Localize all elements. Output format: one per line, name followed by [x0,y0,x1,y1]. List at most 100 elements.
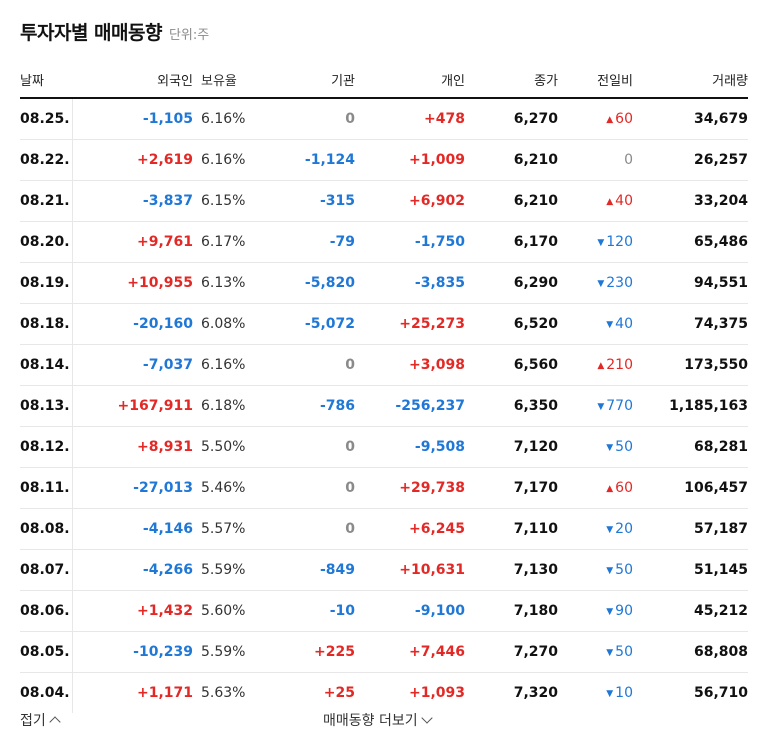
cell-date: 08.13. [20,385,73,427]
cell-close: 7,130 [465,549,558,591]
table-row: 08.11. -27,013 5.46% 0 +29,738 7,170 ▲ 60 106,45… [20,467,748,509]
cell-institution: +225 [259,631,355,673]
fold-button[interactable]: 접기 [20,710,61,730]
cell-close: 6,520 [465,303,558,345]
cell-institution: 0 [259,467,355,509]
triangle-down-icon: ▼ [606,525,614,535]
cell-change: ▼ 230 [558,262,633,304]
cell-change: ▼ 20 [558,508,633,550]
cell-individual: +3,098 [355,344,465,386]
more-label: 매매동향 더보기 [323,713,418,729]
cell-holding: 5.59% [193,631,259,673]
cell-close: 7,320 [513,685,558,701]
cell-institution: -315 [259,180,355,222]
table-row: 08.12. +8,931 5.50% 0 -9,508 7,120 ▼ 50 68,281 [20,426,748,468]
cell-close: 6,560 [465,344,558,386]
cell-institution: -849 [259,549,355,591]
change-value: 40 [615,193,633,209]
cell-individual: +6,902 [355,180,465,222]
cell-close: 6,170 [465,221,558,263]
cell-change: ▲ 210 [558,344,633,386]
cell-change: ▼ 50 [558,631,633,673]
cell-change: 0 [558,139,633,181]
cell-volume: 1,185,163 [633,385,748,427]
cell-institution: 0 [259,508,355,550]
cell-institution: +25 [323,685,355,701]
change-value: 20 [615,521,633,537]
cell-date: 08.06. [20,590,73,632]
change-value: 0 [624,152,633,168]
cell-date: 08.18. [20,303,73,345]
cell-change: ▼ 90 [558,590,633,632]
table-row: 08.08. -4,146 5.57% 0 +6,245 7,110 ▼ 20 57,187 [20,508,748,550]
table-row: 08.21. -3,837 6.15% -315 +6,902 6,210 ▲ 40 33,20… [20,180,748,222]
cell-close: 6,210 [465,139,558,181]
cell-foreign: +10,955 [72,262,193,304]
cell-volume: 65,486 [633,221,748,263]
col-change: 전일비 [558,62,633,99]
triangle-down-icon: ▼ [597,279,605,289]
cell-holding: 5.60% [193,590,259,632]
table-row: 08.13. +167,911 6.18% -786 -256,237 6,350 ▼ 770… [20,385,748,427]
change-value: 50 [615,439,633,455]
cell-close: 7,170 [465,467,558,509]
table-row: 08.04. +1,171 5.63% +25 +1,093 7,320 ▼ 10 56,710 [20,672,748,714]
triangle-down-icon: ▼ [606,648,614,658]
cell-institution: -10 [259,590,355,632]
cell-close: 6,270 [465,98,558,140]
triangle-down-icon: ▼ [597,238,605,248]
triangle-down-icon: ▼ [606,566,614,576]
footer: 접기 매매동향 더보기 [20,710,748,734]
cell-foreign: +167,911 [72,385,193,427]
table-row: 08.05. -10,239 5.59% +225 +7,446 7,270 ▼ 50 68,8… [20,631,748,673]
cell-change: ▼ 120 [558,221,633,263]
cell-date: 08.04. [20,672,73,713]
cell-foreign: +1,171 [136,685,193,701]
col-volume: 거래량 [633,62,748,99]
cell-foreign: -1,105 [72,98,193,140]
chevron-up-icon [49,716,61,728]
cell-institution: -786 [259,385,355,427]
cell-close: 7,270 [465,631,558,673]
cell-holding: 5.57% [193,508,259,550]
cell-volume: 68,808 [633,631,748,673]
cell-volume: 34,679 [633,98,748,140]
table-row: 08.18. -20,160 6.08% -5,072 +25,273 6,520 ▼ 40 7… [20,303,748,345]
change-value: 120 [606,234,633,250]
cell-date: 08.21. [20,180,73,222]
cell-close: 7,110 [465,508,558,550]
change-value: 210 [606,357,633,373]
cell-change: ▲ 60 [558,98,633,140]
cell-individual: +7,446 [355,631,465,673]
col-foreign: 외국인 [72,62,193,99]
cell-volume: 45,212 [633,590,748,632]
cell-holding: 6.16% [193,98,259,140]
chevron-down-icon [420,712,433,724]
change-value: 770 [606,398,633,414]
cell-foreign: +1,432 [72,590,193,632]
more-trading-link[interactable]: 매매동향 더보기 [323,710,433,730]
change-value: 10 [615,685,633,701]
cell-foreign: +2,619 [72,139,193,181]
cell-date: 08.14. [20,344,73,386]
cell-change: ▼ 10 [558,673,633,714]
table-row: 08.06. +1,432 5.60% -10 -9,100 7,180 ▼ 90 45,212 [20,590,748,632]
cell-volume: 68,281 [633,426,748,468]
cell-institution: 0 [259,426,355,468]
triangle-up-icon: ▲ [597,361,605,371]
cell-volume: 56,710 [693,685,748,701]
cell-individual: -256,237 [355,385,465,427]
triangle-down-icon: ▼ [606,443,614,453]
unit-label: 단위:주 [168,28,210,43]
cell-foreign: +9,761 [72,221,193,263]
page-title: 투자자별 매매동향 [20,22,162,44]
cell-institution: 0 [259,344,355,386]
change-value: 50 [615,644,633,660]
cell-holding: 6.18% [193,385,259,427]
triangle-up-icon: ▲ [606,115,614,125]
triangle-up-icon: ▲ [606,197,614,207]
cell-change: ▲ 60 [558,467,633,509]
cell-institution: 0 [259,98,355,140]
cell-institution: -1,124 [259,139,355,181]
